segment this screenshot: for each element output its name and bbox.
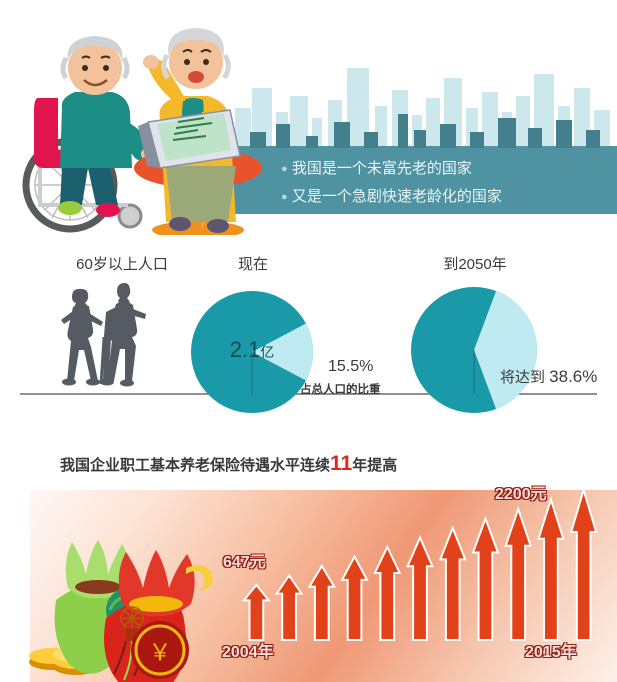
svg-text:￥: ￥ xyxy=(149,639,172,665)
svg-text:将达到 38.6%: 将达到 38.6% xyxy=(500,367,597,386)
svg-text:15.5%: 15.5% xyxy=(328,358,373,375)
svg-text:占总人口的比重: 占总人口的比重 xyxy=(300,382,381,396)
